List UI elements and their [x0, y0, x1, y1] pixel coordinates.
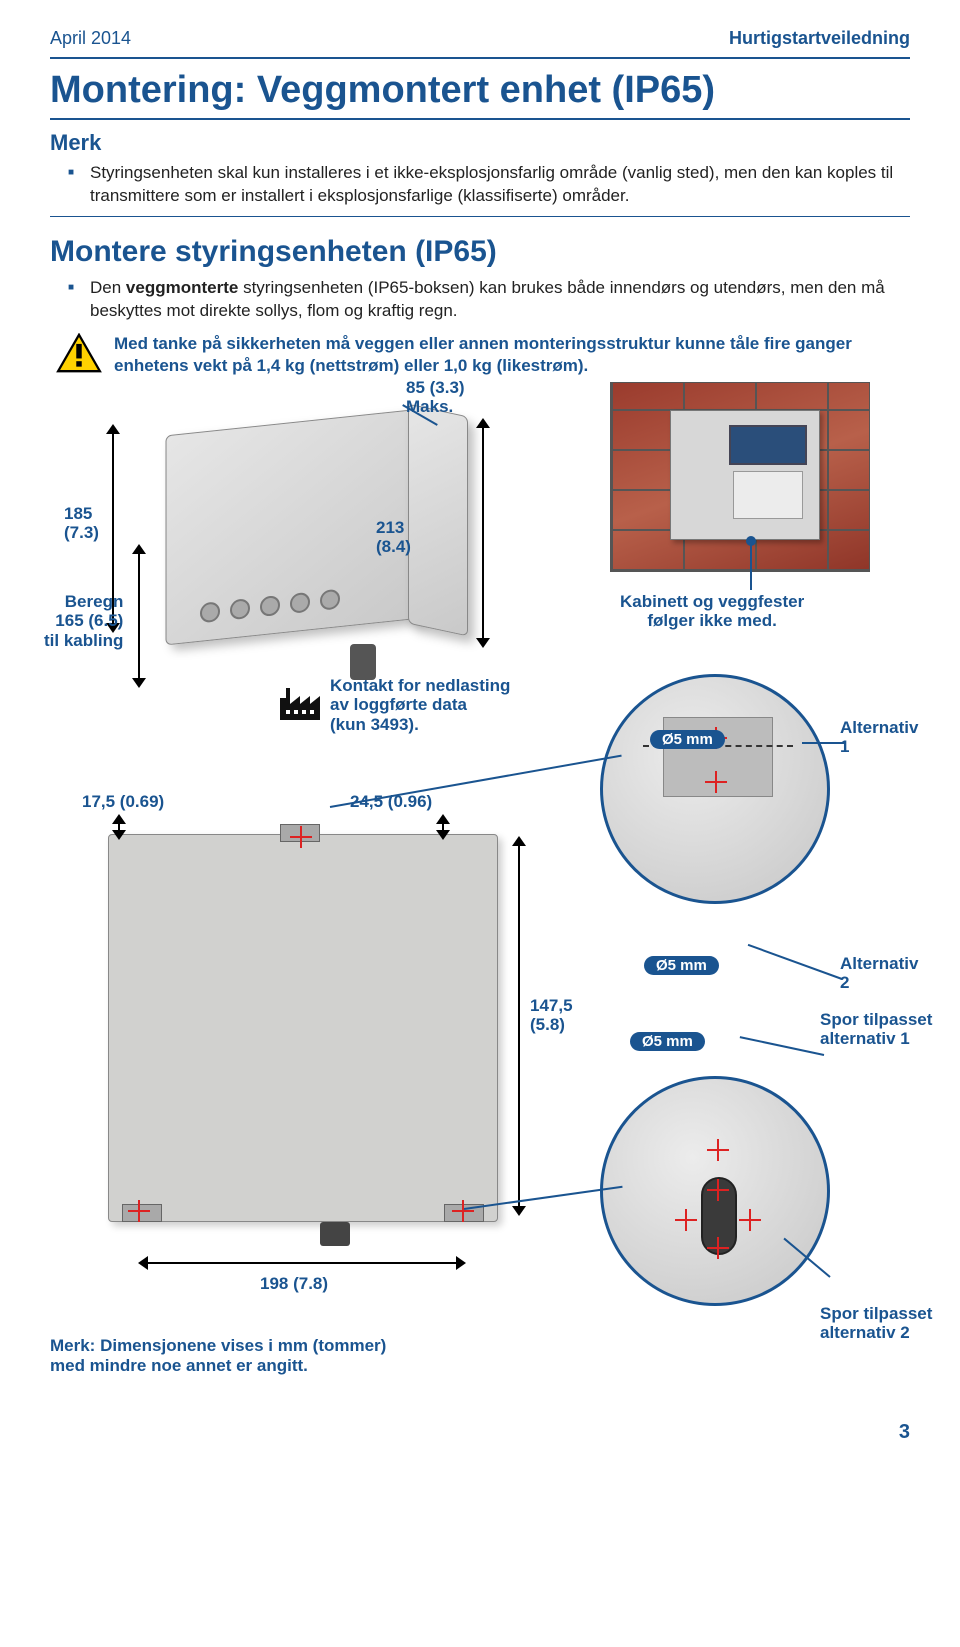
back-panel — [108, 834, 498, 1222]
label-185: 185 (7.3) — [64, 504, 99, 543]
merk-list: Styringsenheten skal kun installeres i e… — [50, 162, 910, 208]
label-spor2: Spor tilpasset alternativ 2 — [820, 1304, 932, 1343]
label-175: 17,5 (0.69) — [82, 792, 164, 812]
lead-spor1 — [740, 1036, 825, 1056]
warning-text: Med tanke på sikkerheten må veggen eller… — [114, 333, 910, 378]
label-kabinett: Kabinett og veggfester følger ikke med. — [620, 592, 804, 631]
cable-gland — [350, 644, 376, 680]
badge-o5-3: Ø5 mm — [630, 1032, 705, 1051]
label-245: 24,5 (0.96) — [350, 792, 432, 812]
knob — [230, 598, 250, 620]
bullet-pre: Den — [90, 278, 126, 297]
cross-mark — [707, 1179, 729, 1201]
factory-icon — [278, 682, 322, 727]
cross-mark — [705, 771, 727, 793]
label-alt1: Alternativ 1 — [840, 718, 918, 757]
header-right: Hurtigstartveiledning — [729, 28, 910, 49]
rule-under-title — [50, 118, 910, 120]
merk-bullet: Styringsenheten skal kun installeres i e… — [90, 162, 910, 208]
panel-screen — [729, 425, 807, 465]
arr-245 — [442, 816, 444, 838]
circle-detail-2 — [600, 1076, 830, 1306]
knob — [320, 588, 340, 610]
cross-mark — [290, 826, 312, 848]
label-213: 213 (8.4) — [376, 518, 411, 557]
label-alt2: Alternativ 2 — [840, 954, 918, 993]
knob — [290, 592, 310, 614]
warning-icon — [56, 333, 102, 378]
rule-under-merk — [50, 216, 910, 217]
wall-panel — [670, 410, 820, 540]
label-198: 198 (7.8) — [260, 1274, 328, 1294]
section-heading: Montere styringsenheten (IP65) — [50, 235, 910, 269]
label-spor1: Spor tilpasset alternativ 1 — [820, 1010, 932, 1049]
section-list: Den veggmonterte styringsenheten (IP65-b… — [50, 277, 910, 323]
label-beregn: Beregn 165 (6.5) til kabling — [44, 592, 123, 651]
header-left: April 2014 — [50, 28, 131, 49]
label-1475: 147,5 (5.8) — [530, 996, 573, 1035]
figure-area: 85 (3.3) Maks. 185 (7.3) 213 (8.4) Bereg… — [50, 396, 910, 1426]
arrow-213 — [482, 420, 484, 646]
label-kontakt: Kontakt for nedlasting av loggførte data… — [330, 676, 510, 735]
cross-mark — [707, 1139, 729, 1161]
leader-dot — [746, 536, 756, 546]
cross-mark — [739, 1209, 761, 1231]
arrow-beregn — [138, 546, 140, 686]
warning-row: Med tanke på sikkerheten må veggen eller… — [50, 333, 910, 378]
lead-alt2 — [748, 944, 843, 980]
lead-alt1 — [802, 742, 844, 744]
footnote-bold: Merk: Dimensjonene vises i mm (tommer) — [50, 1336, 386, 1355]
badge-o5-2: Ø5 mm — [644, 956, 719, 975]
knob — [260, 595, 280, 617]
section-bullet: Den veggmonterte styringsenheten (IP65-b… — [90, 277, 910, 323]
knob — [200, 601, 220, 623]
page-title: Montering: Veggmontert enhet (IP65) — [50, 69, 910, 112]
arr-198 — [140, 1262, 464, 1264]
header-bar: April 2014 Hurtigstartveiledning — [50, 28, 910, 49]
bullet-bold: veggmonterte — [126, 278, 238, 297]
footnote-rest: med mindre noe annet er angitt. — [50, 1356, 308, 1375]
bottom-gland — [320, 1222, 350, 1246]
cross-mark — [128, 1200, 150, 1222]
arr-1475 — [518, 838, 520, 1214]
arr-175 — [118, 816, 120, 838]
rule-top — [50, 57, 910, 59]
leader-kabinett — [750, 540, 752, 590]
footnote: Merk: Dimensjonene vises i mm (tommer) m… — [50, 1336, 386, 1382]
merk-heading: Merk — [50, 130, 910, 156]
badge-o5-1: Ø5 mm — [650, 730, 725, 749]
circle-detail-1 — [600, 674, 830, 904]
cross-mark — [707, 1237, 729, 1259]
panel-keys — [733, 471, 803, 519]
page-number: 3 — [899, 1421, 910, 1444]
cross-mark — [675, 1209, 697, 1231]
device-iso-side — [408, 403, 468, 636]
cross-mark — [452, 1200, 474, 1222]
